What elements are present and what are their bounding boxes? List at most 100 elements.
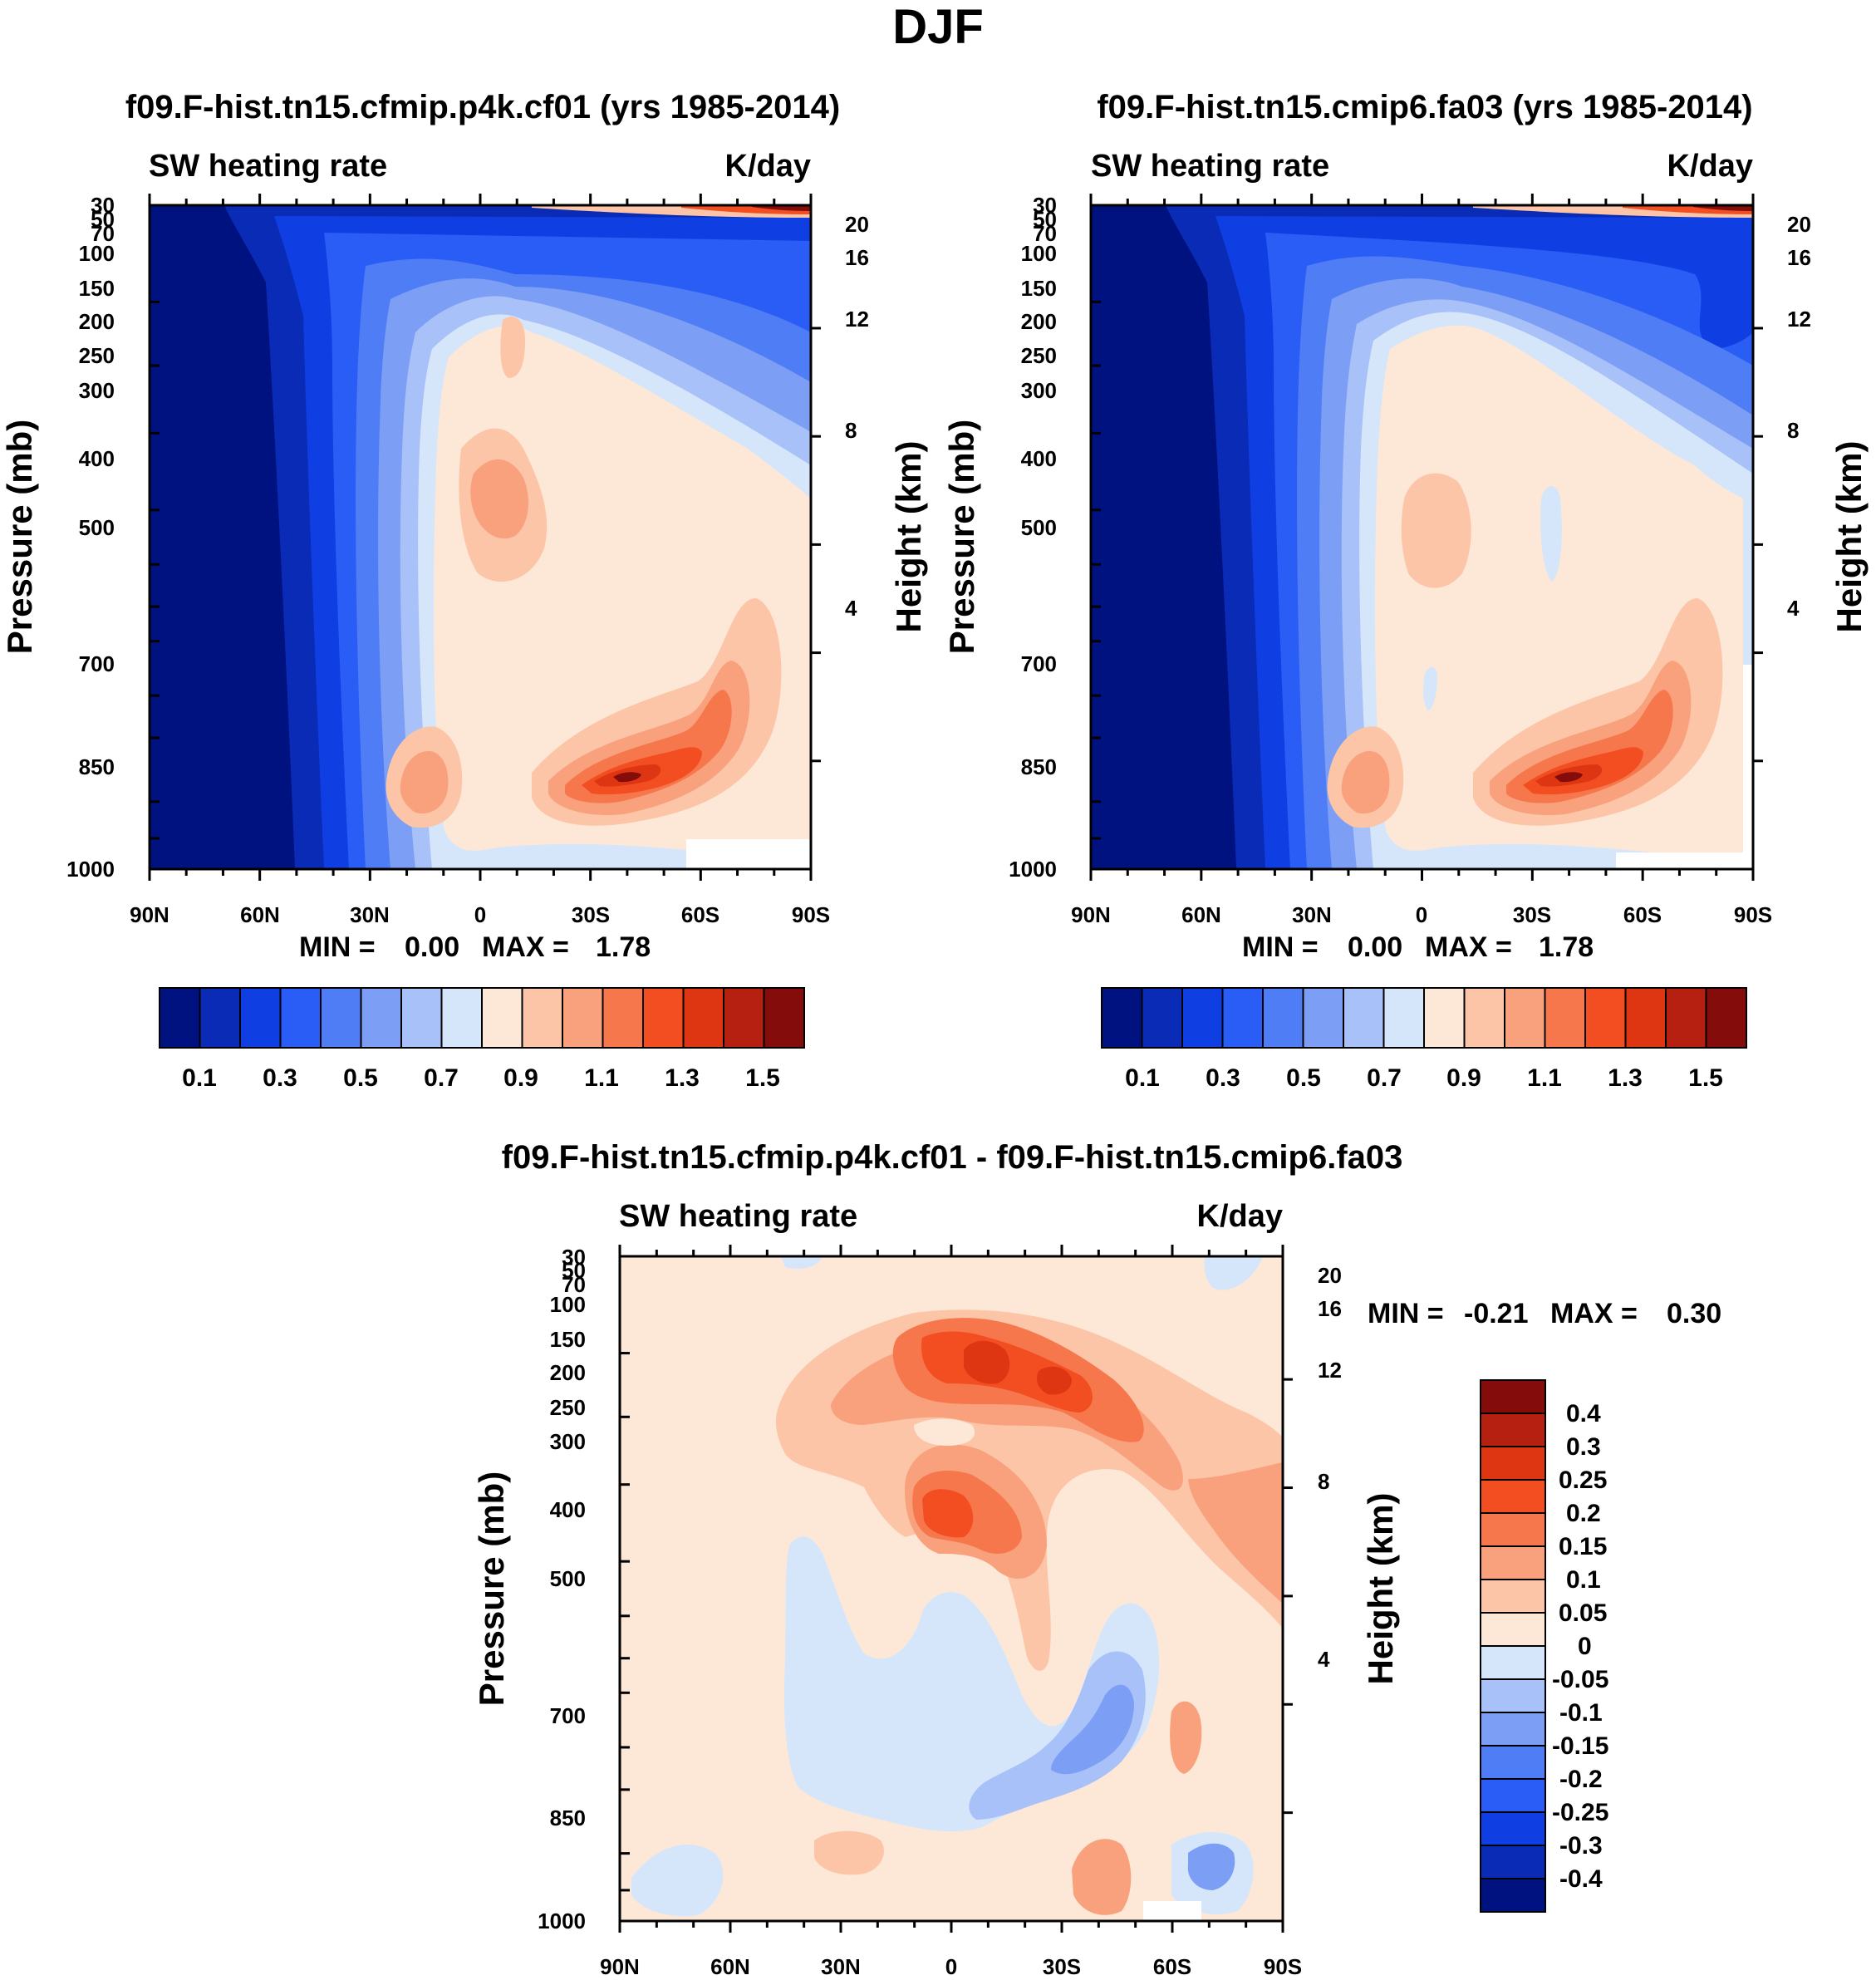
x-tick-label: 30N (821, 1954, 861, 1979)
colorbar-swatch (1480, 1413, 1546, 1447)
colorbar-label: 0.1 (1125, 1064, 1160, 1092)
colorbar-label: -0.4 (1559, 1865, 1603, 1893)
y-tick-label: 700 (1021, 651, 1057, 676)
panel-2-colorbar (1101, 987, 1747, 1049)
colorbar-swatch (642, 987, 685, 1049)
colorbar-label: 0 (1578, 1633, 1592, 1660)
x-tick-label: 60N (1181, 902, 1221, 927)
colorbar-swatch (1480, 1778, 1546, 1813)
panel-1-colorbar (159, 987, 805, 1049)
colorbar-swatch (1705, 987, 1747, 1049)
colorbar-swatch (602, 987, 644, 1049)
colorbar-label: 0.2 (1566, 1500, 1601, 1527)
y-tick-label: 500 (79, 515, 115, 540)
colorbar-swatch (1480, 1712, 1546, 1747)
colorbar-swatch (400, 987, 443, 1049)
colorbar-swatch (1423, 987, 1466, 1049)
colorbar-label: 0.1 (182, 1064, 217, 1092)
x-tick-label: 90N (130, 902, 169, 927)
y2-tick-label: 20 (845, 212, 869, 237)
colorbar-swatch (1382, 987, 1425, 1049)
panel-1-variable-label: SW heating rate (149, 149, 387, 184)
colorbar-label: 0.3 (263, 1064, 297, 1092)
colorbar-swatch (279, 987, 322, 1049)
x-tick-label: 30N (1292, 902, 1332, 927)
panel-3-stats: MIN = -0.21 MAX = 0.30 (1368, 1298, 1721, 1329)
colorbar-swatch (1221, 987, 1264, 1049)
y-tick-label: 700 (79, 651, 115, 676)
y2-tick-label: 8 (1787, 418, 1799, 443)
panel-2-contour-lvl-1.0-north (1341, 751, 1390, 814)
colorbar-label: -0.3 (1559, 1832, 1603, 1860)
colorbar-label: 1.5 (745, 1064, 780, 1092)
panel-2-y-tick-labels: 30 50 70 100 150 200 250 300 400 500 700… (1009, 193, 1057, 882)
min-label: MIN = (299, 931, 376, 963)
y-tick-label: 250 (550, 1395, 586, 1420)
x-tick-label: 60S (681, 902, 719, 927)
x-tick-label: 90S (1734, 902, 1772, 927)
panel-3-contour-pos-0.1-right (1188, 1462, 1283, 1604)
panel-2-contour-lvl-0.7-inner-2 (1423, 667, 1437, 710)
panel-2-axis-ticks (1089, 194, 1763, 881)
colorbar-swatch (1262, 987, 1304, 1049)
panel-1-contour-lvl-1.5-core (613, 772, 641, 783)
panel-1-contour-lvl-1.0-equator (470, 459, 528, 539)
colorbar-swatch (1584, 987, 1627, 1049)
panel-2-missing-data (1616, 852, 1753, 869)
y-tick-label: 400 (79, 446, 115, 471)
panel-3-contour-pos-0.25-b (1037, 1366, 1072, 1395)
colorbar-label: 0.9 (503, 1064, 538, 1092)
panel-3-contour-pos-north-bottom (814, 1830, 884, 1875)
y-tick-label: 1000 (538, 1909, 586, 1933)
colorbar-swatch (1480, 1446, 1546, 1481)
colorbar-swatch (1544, 987, 1586, 1049)
colorbar-swatch (723, 987, 765, 1049)
y-tick-label: 200 (79, 309, 115, 334)
colorbar-label: -0.15 (1552, 1732, 1608, 1760)
y-tick-label: 300 (79, 378, 115, 403)
panel-1-x-tick-labels: 90N 60N 30N 0 30S 60S 90S (130, 902, 830, 927)
colorbar-swatch (1141, 987, 1183, 1049)
panel-2: f09.F-hist.tn15.cmip6.fa03 (yrs 1985-201… (942, 89, 1869, 1092)
panel-1-missing-data (686, 839, 811, 869)
colorbar-label: 1.3 (1608, 1064, 1643, 1092)
y2-tick-label: 8 (1318, 1469, 1329, 1494)
y-tick-label: 850 (550, 1806, 586, 1830)
y-tick-label: 850 (79, 754, 115, 779)
colorbar-label: 0.05 (1559, 1599, 1607, 1627)
panel-3: f09.F-hist.tn15.cfmip.p4k.cf01 - f09.F-h… (472, 1139, 1721, 1979)
y-tick-label: 700 (550, 1703, 586, 1728)
x-tick-label: 0 (474, 902, 486, 927)
panel-3-colorbar-labels: 0.4 0.3 0.25 0.2 0.15 0.1 0.05 0 -0.05 -… (1552, 1400, 1608, 1893)
y-tick-label: 70 (562, 1272, 586, 1297)
y-tick-label: 150 (550, 1327, 586, 1352)
colorbar-label: 1.1 (584, 1064, 619, 1092)
y-tick-label: 500 (550, 1566, 586, 1591)
colorbar-label: 0.9 (1446, 1064, 1481, 1092)
panel-1-contour-lvl-0.9-tower (500, 317, 525, 378)
panel-3-contour-neg-small-top-right (1204, 1256, 1263, 1290)
x-tick-label: 30S (572, 902, 610, 927)
x-tick-label: 0 (945, 1954, 957, 1979)
y2-tick-label: 20 (1318, 1263, 1342, 1288)
y-tick-label: 300 (550, 1429, 586, 1454)
x-tick-label: 60S (1623, 902, 1662, 927)
colorbar-swatch (1302, 987, 1344, 1049)
panel-3-contour-pos-south-bottom (1072, 1839, 1132, 1915)
panel-3-colorbar (1480, 1379, 1546, 1913)
colorbar-swatch (1343, 987, 1385, 1049)
panel-2-title: f09.F-hist.tn15.cmip6.fa03 (yrs 1985-201… (1097, 89, 1752, 125)
y-tick-label: 200 (1021, 309, 1057, 334)
panel-2-plot-area (1089, 204, 1755, 871)
y2-tick-label: 16 (1787, 245, 1811, 270)
panel-1-contour-lvl-1.0-north (400, 751, 449, 814)
y-tick-label: 30 (91, 193, 115, 218)
panel-3-y2-tick-labels: 20 16 12 8 4 (1318, 1263, 1342, 1672)
panel-2-missing-data-edge (1743, 665, 1753, 869)
y-tick-label: 250 (79, 343, 115, 368)
x-tick-label: 90S (792, 902, 830, 927)
colorbar-swatch (1181, 987, 1224, 1049)
colorbar-swatch (1480, 1878, 1546, 1913)
y2-tick-label: 12 (845, 307, 869, 332)
panel-2-y2-axis-label: Height (km) (1829, 441, 1869, 633)
